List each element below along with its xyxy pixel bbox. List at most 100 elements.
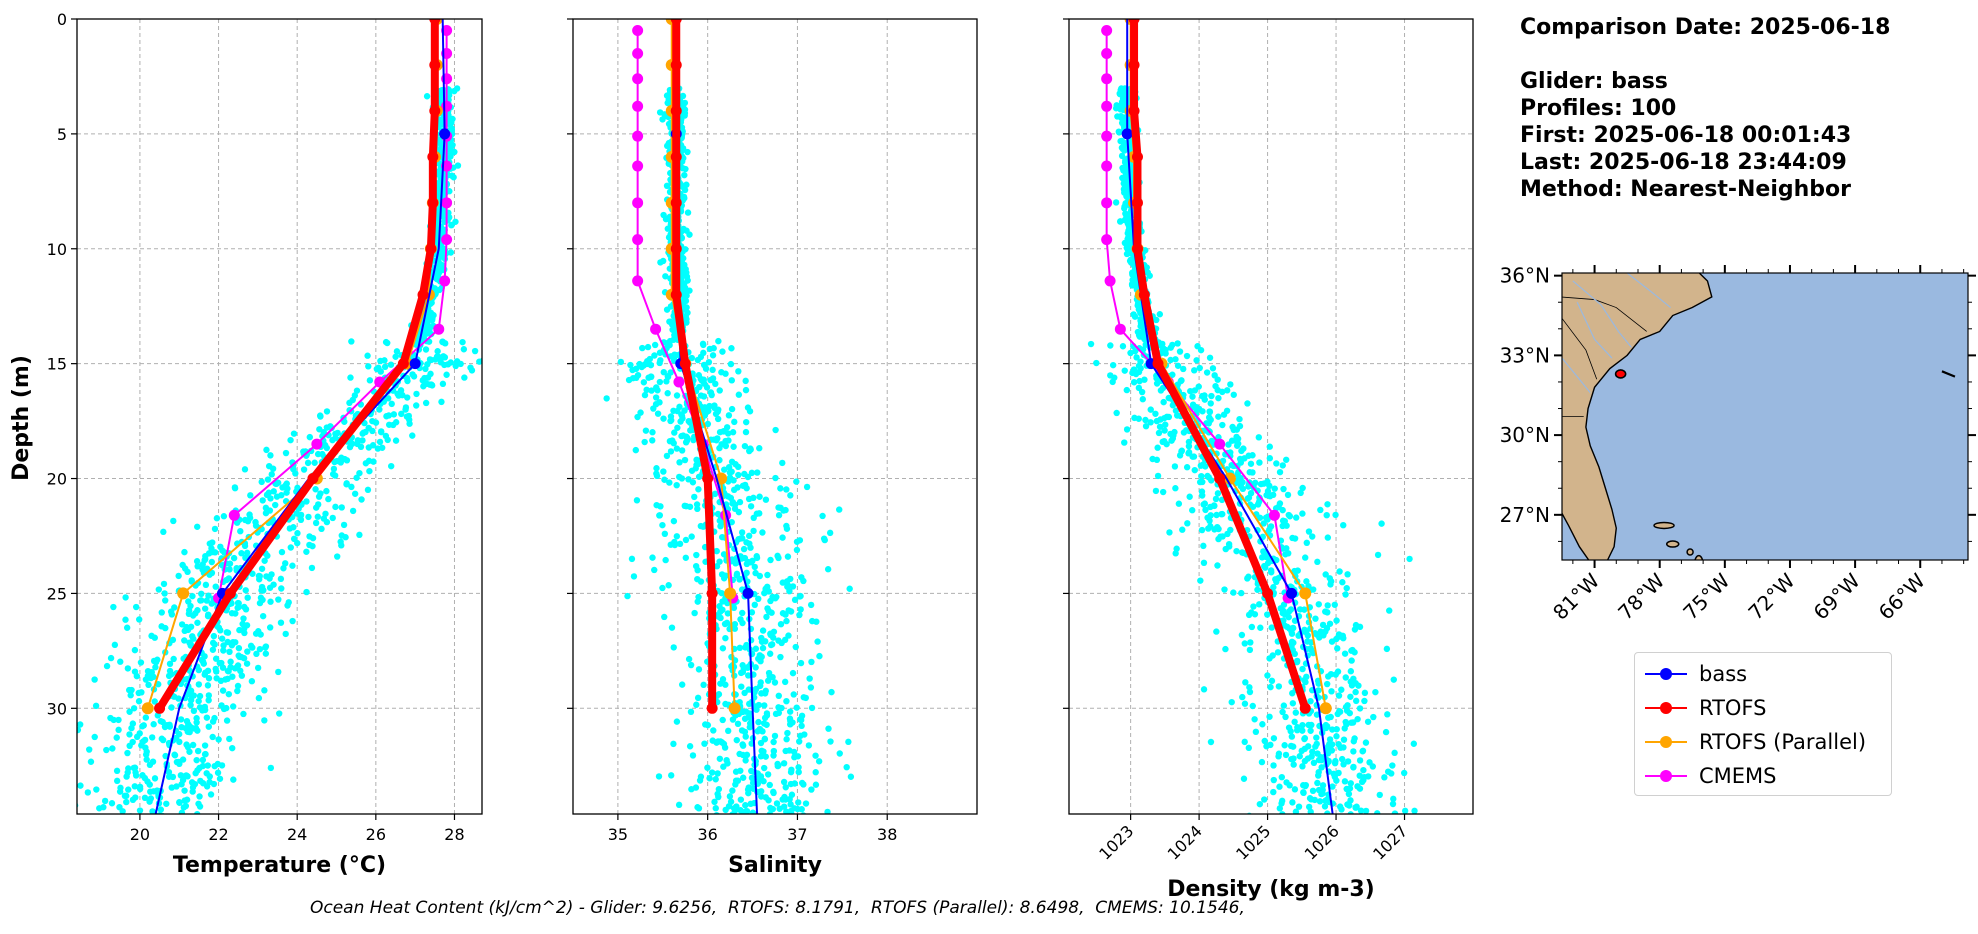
scatter-point xyxy=(770,738,777,746)
scatter-point xyxy=(1273,460,1280,467)
scatter-point xyxy=(1161,427,1168,434)
scatter-point xyxy=(1210,502,1218,509)
scatter-point xyxy=(1361,697,1368,705)
scatter-point xyxy=(189,633,196,640)
series-marker xyxy=(1114,323,1126,335)
method: Method: Nearest-Neighbor xyxy=(1520,177,1851,202)
scatter-point xyxy=(1234,471,1241,478)
scatter-point xyxy=(1225,540,1233,548)
scatter-point xyxy=(1173,412,1181,419)
scatter-point xyxy=(755,595,762,602)
scatter-point xyxy=(434,348,441,355)
scatter-point xyxy=(742,428,750,436)
series-marker xyxy=(670,197,682,209)
x-tick-label: 35 xyxy=(608,825,628,844)
scatter-point xyxy=(1341,650,1349,657)
scatter-point xyxy=(450,174,457,181)
scatter-point xyxy=(1317,506,1324,514)
scatter-point xyxy=(787,608,795,615)
scatter-point xyxy=(254,664,262,672)
scatter-point xyxy=(717,680,724,687)
scatter-point xyxy=(814,638,821,645)
scatter-point xyxy=(107,654,115,662)
glider-name: Glider: bass xyxy=(1520,69,1668,94)
scatter-point xyxy=(1206,408,1213,415)
scatter-point xyxy=(347,374,354,381)
x-tick-label: 38 xyxy=(877,825,897,844)
legend-label: CMEMS xyxy=(1699,764,1777,788)
scatter-point xyxy=(181,637,188,644)
series-marker xyxy=(670,19,682,25)
scatter-point xyxy=(1304,638,1311,645)
scatter-point xyxy=(318,525,325,533)
scatter-point xyxy=(714,415,722,423)
scatter-point xyxy=(1279,522,1286,530)
island xyxy=(1686,548,1694,556)
x-tick-label: 28 xyxy=(444,825,464,844)
scatter-point xyxy=(230,554,238,562)
scatter-point xyxy=(303,588,310,596)
scatter-point xyxy=(659,521,666,529)
series-marker xyxy=(307,473,319,485)
scatter-point xyxy=(649,437,656,444)
scatter-point xyxy=(741,442,749,450)
scatter-point xyxy=(1270,584,1277,591)
scatter-point xyxy=(711,798,718,806)
scatter-point xyxy=(707,389,715,396)
scatter-point xyxy=(1354,715,1361,723)
scatter-point xyxy=(702,721,709,728)
scatter-point xyxy=(715,337,722,345)
scatter-point xyxy=(349,507,357,515)
scatter-point xyxy=(1347,693,1354,700)
series-marker xyxy=(673,376,685,388)
scatter-point xyxy=(351,490,359,497)
scatter-point xyxy=(131,764,139,771)
scatter-point xyxy=(280,565,287,572)
lon-tick-label: 72°W xyxy=(1743,568,1799,624)
scatter-point xyxy=(387,361,395,368)
scatter-point xyxy=(1316,798,1324,805)
scatter-point xyxy=(230,776,237,783)
scatter-point xyxy=(1350,738,1357,745)
scatter-point xyxy=(808,658,815,666)
lat-tick-label: 27°N xyxy=(1500,503,1550,527)
scatter-point xyxy=(802,800,810,807)
scatter-point xyxy=(752,569,759,577)
scatter-point xyxy=(1223,387,1231,394)
scatter-point xyxy=(194,523,201,530)
scatter-point xyxy=(683,319,690,326)
scatter-point xyxy=(229,638,237,646)
scatter-point xyxy=(151,775,159,782)
scatter-point xyxy=(803,483,811,491)
scatter-point xyxy=(1198,526,1206,534)
scatter-point xyxy=(796,738,803,745)
scatter-point xyxy=(740,809,747,814)
scatter-point xyxy=(362,460,370,467)
scatter-point xyxy=(784,553,792,560)
scatter-point xyxy=(348,338,355,345)
scatter-point xyxy=(1118,101,1125,109)
scatter-point xyxy=(136,616,143,623)
scatter-point xyxy=(1183,464,1191,471)
scatter-point xyxy=(459,338,466,346)
scatter-point xyxy=(1119,343,1127,350)
scatter-point xyxy=(1340,736,1348,743)
scatter-point xyxy=(1280,702,1288,709)
scatter-point xyxy=(186,688,193,695)
scatter-point xyxy=(1239,479,1246,486)
x-tick-label: 1023 xyxy=(1095,821,1137,863)
scatter-point xyxy=(283,489,290,496)
scatter-point xyxy=(87,758,95,765)
scatter-point xyxy=(1333,617,1340,624)
scatter-point xyxy=(797,606,804,613)
scatter-point xyxy=(124,769,131,776)
scatter-cloud xyxy=(77,85,482,814)
scatter-point xyxy=(353,474,360,481)
scatter-point xyxy=(632,446,640,454)
scatter-point xyxy=(1167,356,1174,364)
scatter-point xyxy=(641,438,648,446)
scatter-point xyxy=(220,642,227,649)
scatter-point xyxy=(1256,459,1263,466)
scatter-point xyxy=(790,691,797,698)
